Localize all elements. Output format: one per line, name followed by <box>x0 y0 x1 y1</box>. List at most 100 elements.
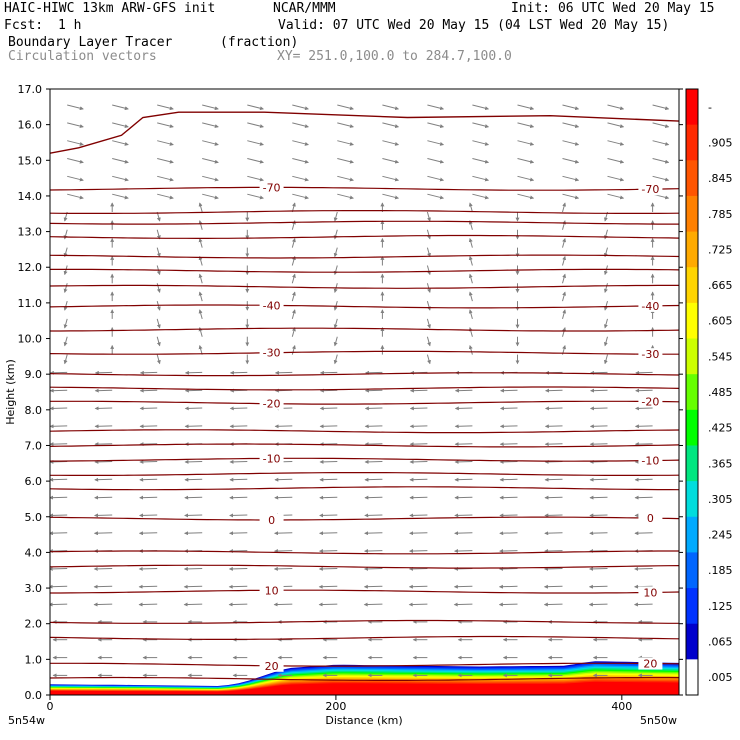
circulation-vector <box>247 158 264 164</box>
circulation-vector <box>499 513 518 518</box>
circulation-vector <box>274 370 293 375</box>
circulation-vector <box>337 175 354 182</box>
colorbar-swatch <box>686 445 698 482</box>
circulation-vector <box>291 237 296 248</box>
colorbar-swatch <box>686 409 698 446</box>
field-units: (fraction) <box>220 35 299 50</box>
circulation-vector <box>633 602 653 607</box>
circulation-vector <box>562 158 580 164</box>
circulation-vector <box>273 602 293 607</box>
circulation-vector <box>607 158 625 164</box>
circulation-vector <box>228 566 248 571</box>
circulation-vector <box>247 175 264 182</box>
circulation-vector <box>562 175 580 182</box>
contour-label-bg <box>638 183 663 196</box>
circulation-vector <box>319 388 338 393</box>
circulation-vector <box>94 459 113 464</box>
circulation-vector <box>382 122 400 129</box>
circulation-vector <box>337 140 354 146</box>
colorbar-label: .065 <box>708 636 733 649</box>
circulation-vector <box>454 513 473 518</box>
circulation-vector <box>94 388 113 393</box>
contour-label-bg <box>638 299 663 312</box>
circulation-vector <box>94 442 113 447</box>
temperature-contour <box>50 635 679 640</box>
contour-label-bg <box>259 584 284 597</box>
circulation-vector <box>562 220 567 230</box>
circulation-vector <box>588 584 608 589</box>
circulation-vector <box>291 309 296 320</box>
circulation-vector <box>562 327 567 337</box>
x-left-end-label: 5n54w <box>8 714 45 727</box>
circulation-vector <box>634 424 653 429</box>
circulation-vector <box>409 459 428 464</box>
vectors-label: Circulation vectors <box>8 49 157 64</box>
circulation-vector <box>156 354 161 365</box>
contour-label-bg <box>259 513 284 526</box>
circulation-vector <box>292 140 309 146</box>
circulation-vector <box>454 549 473 554</box>
y-tick-label: 11.0 <box>18 297 43 310</box>
circulation-vector <box>499 424 518 429</box>
y-tick-label: 10.0 <box>18 333 43 346</box>
circulation-vector <box>589 424 608 429</box>
circulation-vector <box>157 122 174 129</box>
circulation-vector <box>544 406 563 411</box>
circulation-vector <box>454 459 473 464</box>
circulation-vector <box>229 459 248 464</box>
circulation-vector <box>544 513 563 518</box>
x-right-end-label: 5n50w <box>640 714 677 727</box>
circulation-vector <box>50 513 68 518</box>
circulation-vector <box>454 531 473 536</box>
circulation-vector <box>543 602 563 607</box>
circulation-vector <box>652 158 670 164</box>
circulation-vector <box>426 300 431 311</box>
x-axis-title: Distance (km) <box>325 714 402 727</box>
circulation-vector <box>427 158 445 164</box>
circulation-vector <box>319 459 338 464</box>
circulation-vector <box>63 283 68 293</box>
x-tick-label: 400 <box>611 700 632 713</box>
circulation-vector <box>198 237 203 248</box>
circulation-vector <box>517 193 535 200</box>
circulation-vector <box>273 566 293 571</box>
colorbar-swatch <box>686 231 698 268</box>
circulation-vector <box>333 318 338 329</box>
circulation-vector <box>318 549 338 554</box>
colorbar-swatch <box>686 89 698 126</box>
circulation-vector <box>274 424 293 429</box>
circulation-vector <box>562 309 567 320</box>
circulation-vector <box>364 549 383 554</box>
circulation-vector <box>409 549 428 554</box>
temperature-contour <box>50 516 679 521</box>
temperature-contour <box>50 472 679 476</box>
temperature-contour <box>50 486 679 491</box>
temperature-contour <box>50 268 679 273</box>
circulation-vector <box>589 442 608 447</box>
circulation-vector <box>364 495 383 500</box>
contour-label: 10 <box>643 586 657 599</box>
circulation-vector <box>156 318 161 329</box>
circulation-vector <box>382 140 400 146</box>
colorbar-swatch <box>686 302 698 340</box>
circulation-vector <box>382 158 400 164</box>
y-tick-label: 15.0 <box>18 154 43 167</box>
circulation-vector <box>333 336 338 347</box>
circulation-vector <box>544 549 563 554</box>
contour-label: -40 <box>641 300 659 313</box>
circulation-vector <box>544 477 563 482</box>
colorbar-label: .185 <box>708 564 733 577</box>
temperature-contour <box>50 386 679 391</box>
contour-label-bg <box>638 657 663 670</box>
circulation-vector <box>138 531 158 536</box>
temperature-contour <box>50 443 679 448</box>
circulation-vector <box>562 237 567 248</box>
circulation-vector <box>139 388 158 393</box>
circulation-vector <box>292 104 309 111</box>
circulation-vector <box>363 584 383 589</box>
circulation-vector <box>112 122 129 129</box>
circulation-vector <box>543 584 563 589</box>
circulation-vector <box>468 291 473 302</box>
circulation-vector <box>229 406 248 411</box>
circulation-vector <box>544 495 563 500</box>
